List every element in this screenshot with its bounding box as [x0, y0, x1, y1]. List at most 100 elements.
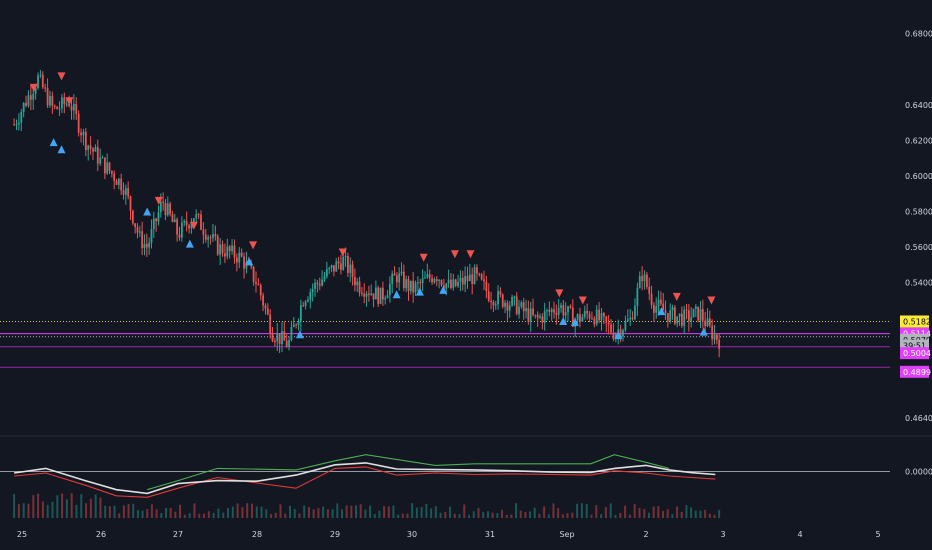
candle-body-295	[708, 318, 711, 326]
candle-body-193	[468, 274, 471, 282]
candle-body-227	[548, 309, 551, 312]
candle-body-298	[715, 334, 718, 341]
candle-body-14	[46, 88, 49, 106]
candle-body-176	[428, 274, 431, 279]
candle-body-123	[304, 301, 307, 307]
volume-bar-130	[628, 514, 631, 518]
candle-body-89	[224, 253, 226, 257]
candle-body-74	[188, 225, 190, 229]
volume-bar-35	[179, 504, 182, 518]
volume-bar-23	[122, 505, 125, 518]
volume-bar-132	[638, 508, 641, 518]
candle-body-119	[295, 324, 298, 326]
candle-body-63	[162, 201, 165, 204]
volume-bar-6	[41, 501, 44, 518]
volume-bar-68	[336, 503, 339, 518]
volume-bar-93	[453, 513, 456, 518]
candle-body-283	[680, 313, 683, 326]
sell-signal-2	[65, 97, 74, 106]
candle-body-156	[381, 287, 384, 300]
candle-body-52	[136, 227, 139, 233]
volume-bar-54	[270, 514, 273, 518]
volume-bar-116	[561, 514, 564, 518]
volume-bar-109	[529, 511, 532, 518]
candle-body-107	[266, 308, 269, 315]
volume-bar-74	[364, 509, 367, 518]
candle-body-33	[92, 148, 94, 152]
candle-body-167	[407, 279, 410, 292]
price-tag-label-4: 0.5004	[903, 349, 931, 358]
candle-body-216	[522, 302, 525, 312]
candle-body-6	[27, 95, 30, 106]
volume-bar-100	[486, 511, 489, 518]
buy-signal-3	[185, 239, 194, 248]
sell-signal-7	[419, 253, 428, 262]
volume-bar-134	[647, 512, 650, 518]
candle-body-189	[459, 277, 462, 282]
candle-body-190	[461, 277, 464, 285]
volume-bar-18	[99, 497, 102, 518]
volume-bar-51	[255, 506, 258, 518]
candle-body-150	[367, 293, 370, 295]
x-tick-7: Sep	[559, 530, 574, 539]
price-tag-label-3: 39:51	[903, 342, 926, 351]
volume-bar-59	[293, 509, 296, 518]
volume-bar-0	[13, 494, 16, 518]
candle-body-178	[433, 279, 436, 283]
candle-body-49	[129, 196, 132, 211]
x-tick-5: 30	[407, 530, 417, 539]
candle-body-13	[44, 87, 47, 89]
volume-bar-64	[317, 508, 320, 518]
volume-bar-46	[231, 506, 234, 518]
candle-body-170	[414, 282, 417, 293]
volume-bar-43	[217, 508, 220, 518]
volume-bar-26	[136, 510, 139, 518]
volume-bar-139	[671, 514, 674, 518]
volume-bar-58	[288, 505, 291, 518]
volume-bar-137	[662, 510, 665, 518]
volume-bar-106	[515, 503, 518, 518]
x-tick-1: 26	[96, 530, 106, 539]
volume-bar-69	[341, 509, 344, 518]
candle-body-247	[595, 309, 598, 325]
price-axis[interactable]: 0.6800 0.6400 0.6200 0.6000 0.5800 0.5600 0.54…	[905, 30, 932, 477]
candle-body-171	[417, 282, 419, 284]
candle-body-215	[520, 302, 523, 307]
volume-bar-129	[624, 505, 627, 518]
candle-body-246	[593, 318, 596, 325]
volume-bar-2	[22, 503, 25, 518]
volume-bar-71	[350, 505, 353, 518]
candle-body-146	[358, 281, 361, 293]
time-axis[interactable]: 25 26 27 28 29 30 31 Sep 2 3 4 5	[17, 530, 881, 539]
candle-body-46	[122, 190, 125, 195]
buy-signal-13	[699, 327, 708, 336]
candle-body-291	[699, 309, 702, 321]
x-tick-4: 29	[330, 530, 340, 539]
volume-bar-136	[657, 506, 660, 518]
candle-body-10	[37, 75, 39, 88]
volume-bar-75	[369, 505, 372, 518]
candle-body-268	[646, 274, 648, 287]
volume-bar-92	[449, 506, 452, 518]
volume-bar-111	[538, 513, 541, 518]
candle-body-277	[666, 312, 669, 322]
volume-bar-88	[430, 508, 433, 518]
candle-body-147	[360, 292, 363, 294]
volume-bar-81	[397, 514, 400, 518]
volume-bar-3	[27, 503, 30, 518]
candle-body-220	[532, 308, 534, 315]
buy-signal-9	[559, 316, 568, 325]
candle-body-77	[195, 214, 198, 219]
buy-signal-8	[439, 285, 448, 294]
volume-bar-147	[708, 513, 711, 518]
oscillator-line-white	[13, 462, 716, 495]
volume-bar-143	[690, 507, 693, 518]
candle-body-279	[671, 307, 674, 311]
candle-body-62	[159, 201, 162, 213]
price-tag-bg-5	[900, 365, 929, 378]
volume-bar-99	[482, 511, 485, 518]
oscillator-pane	[0, 454, 890, 498]
candle-body-65	[166, 203, 169, 216]
